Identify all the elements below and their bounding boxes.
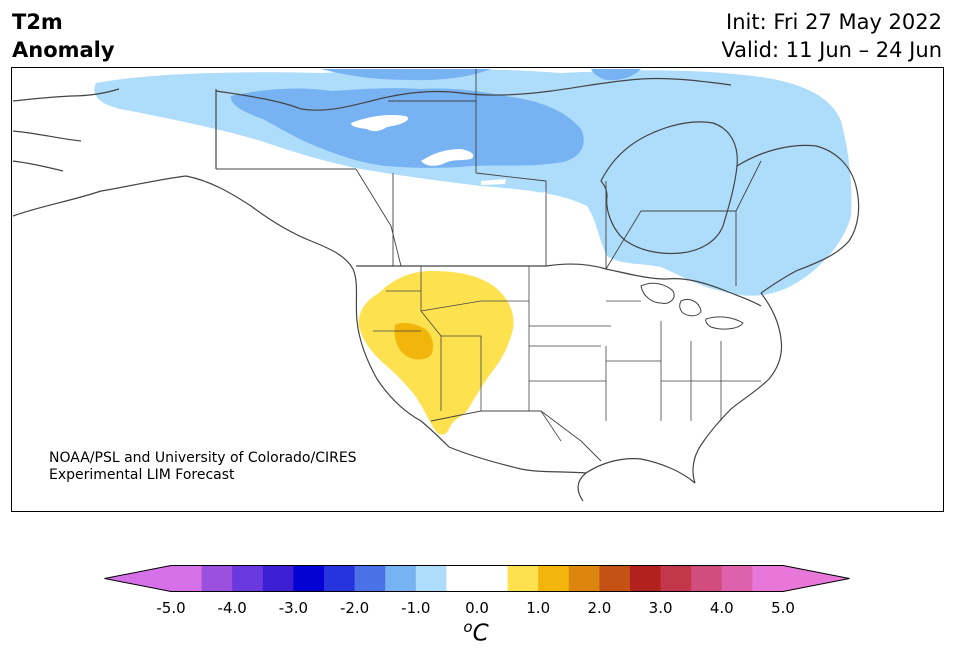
arctic-coastline [215,77,732,111]
great-lakes [640,282,744,330]
colorbar-segment [262,565,294,592]
colorbar-segment [232,565,264,592]
athabasca-lake [481,179,506,185]
unit-superscript: o [463,618,473,636]
map-panel [11,67,944,512]
colorbar-min-extend [104,565,171,592]
title-variable-line2: Anomaly [12,38,115,62]
great-slave-lake [421,149,474,166]
credit-text: NOAA/PSL and University of Colorado/CIRE… [49,450,357,484]
colorbar-tick-label: -5.0 [156,599,186,617]
colorbar [104,565,850,592]
colorbar-unit: oC [463,618,488,647]
colorbar-tick-label: -4.0 [217,599,247,617]
colorbar-segment [354,565,386,592]
colorbar-tick-label: 0.0 [465,599,489,617]
colorbar-tick-label: 4.0 [709,599,734,617]
gulf-coastline [448,446,696,502]
political-boundaries [12,69,860,502]
pacific-coastline [12,175,450,448]
colorbar-segment [477,565,509,592]
colorbar-segment [752,565,784,592]
provincial-lines [216,69,762,286]
colorbar-segment [415,565,447,592]
colorbar-segment [507,565,539,592]
anomaly-shading [94,69,852,435]
colorbar-tick-label: 3.0 [648,599,673,617]
reindeer-lake [536,191,549,203]
colorbar-segment [630,565,662,592]
colorbar-segment [568,565,600,592]
colorbar-segment [293,565,325,592]
forecast-dates: Init: Fri 27 May 2022 Valid: 11 Jun – 24… [721,8,942,64]
colorbar-tick-label: 1.0 [526,599,551,617]
colorbar-tick-label: 5.0 [771,599,795,617]
canada-us-border [356,263,762,307]
colorbar-segments [104,565,850,592]
colorbar-segment [538,565,570,592]
colorbar-segment [599,565,631,592]
colorbar-segment [691,565,723,592]
colorbar-tick-label: -2.0 [339,599,370,617]
labrador-coast [736,144,860,294]
cool-anomaly-fringe [591,69,641,81]
mexico-border [430,410,602,462]
anomaly-map [12,69,860,502]
great-bear-lake [351,114,409,132]
credit-line1: NOAA/PSL and University of Colorado/CIRE… [49,450,357,466]
credit-line2: Experimental LIM Forecast [49,467,235,483]
atlantic-coastline [692,292,783,484]
map-title: T2m Anomaly [12,8,115,64]
cool-anomaly-top-strip [321,69,491,81]
colorbar-segment [446,565,478,592]
colorbar-tick-label: -3.0 [278,599,309,617]
colorbar-tick-label: 2.0 [587,599,612,617]
title-variable-line1: T2m [12,10,63,34]
warm-anomaly-yellow [358,271,514,435]
colorbar-segment [721,565,753,592]
colorbar-max-extend [783,565,850,592]
unit-main: C [472,620,489,647]
colorbar-segment [171,565,203,592]
colorbar-segment [324,565,356,592]
colorbar-tick-label: -1.0 [401,599,431,617]
colorbar-segment [201,565,233,592]
warm-anomaly-orange [394,322,433,360]
colorbar-segment [660,565,692,592]
hudson-bay-coast [600,121,738,255]
init-date: Init: Fri 27 May 2022 [726,10,942,34]
colorbar-segment [385,565,417,592]
colorbar-outline [104,565,850,592]
alaska-coast [12,88,120,172]
valid-dates: Valid: 11 Jun – 24 Jun [721,38,942,62]
cool-anomaly-medium-blue [230,88,584,168]
